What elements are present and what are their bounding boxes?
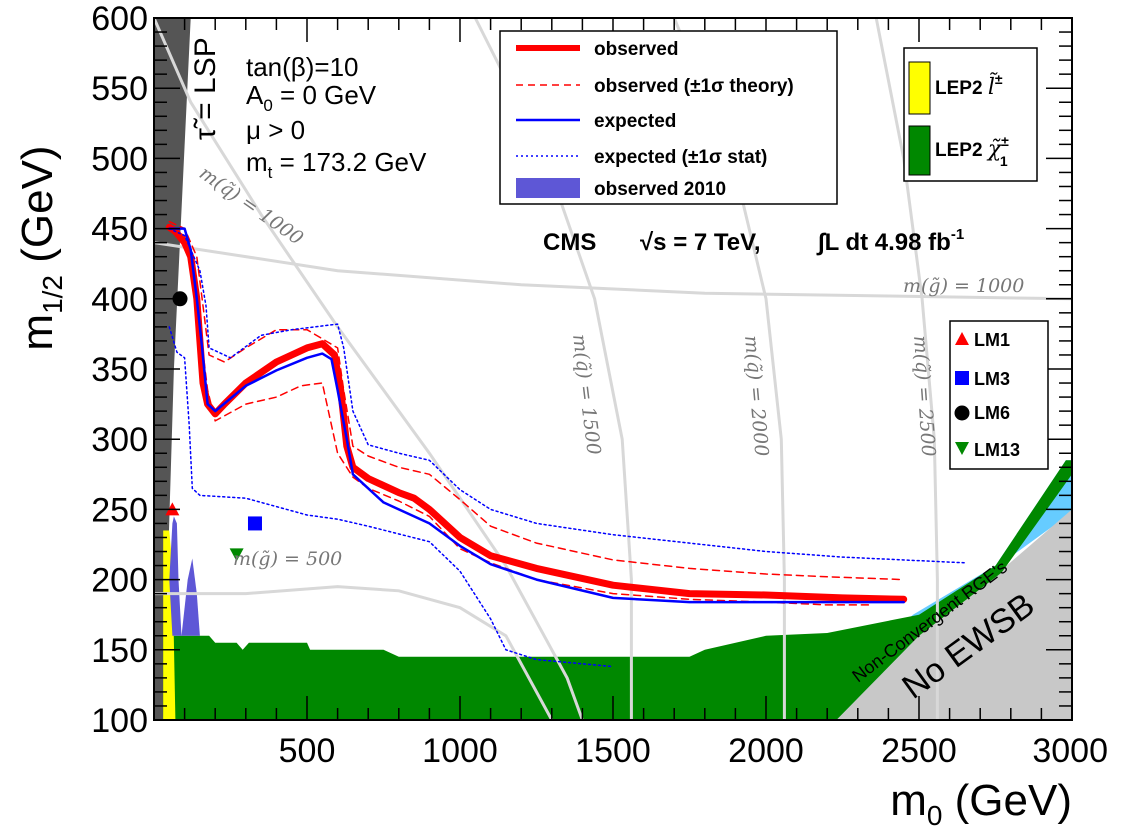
legend-swatch-lep-chargino [908, 125, 931, 176]
region-observed-2010-b [181, 558, 200, 636]
contour-label-gluino-500: m(g̃) = 500 [233, 548, 342, 570]
legend-label-lm1: LM1 [974, 330, 1010, 350]
x-tick-label: 1000 [422, 732, 498, 770]
y-tick-label: 500 [91, 140, 148, 178]
y-tick-label: 600 [91, 0, 148, 38]
benchmark-points-layer [165, 291, 262, 562]
region-lep2-chargino [163, 460, 1072, 720]
curve-3-upper [168, 227, 966, 564]
cms-energy: √s = 7 TeV, [640, 229, 761, 256]
limit-curves-layer [165, 220, 966, 668]
legend-swatch-observed-2010 [516, 178, 580, 198]
y-tick-label: 400 [91, 281, 148, 319]
benchmark-legend-box: LM1 LM3 LM6 LM13 [949, 320, 1049, 470]
y-tick-label: 150 [91, 632, 148, 670]
legend-marker-lm13 [955, 442, 969, 455]
contour-squark-2500 [874, 18, 939, 720]
model-parameters: tan(β)=10 A0 = 0 GeV μ > 0 mt = 173.2 Ge… [246, 52, 427, 182]
benchmark-lm13 [229, 548, 244, 562]
y-axis-title: m1/2 (GeV) [13, 145, 68, 350]
cms-lumi: ∫L dt 4.98 fb-1 [816, 226, 964, 256]
axis-ticks [154, 17, 1073, 721]
y-tick-label: 450 [91, 211, 148, 249]
legend-label-lm3: LM3 [974, 369, 1010, 389]
legend-marker-lm6 [954, 405, 970, 421]
x-axis-title: m0 (GeV) [890, 776, 1072, 831]
curve-2 [168, 227, 905, 604]
y-tick-label: 250 [91, 491, 148, 529]
param-tanbeta: tan(β)=10 [246, 52, 359, 82]
contour-gluino-1000 [154, 241, 1072, 301]
region-no-ewsb [836, 509, 1072, 720]
x-tick-label: 2500 [881, 732, 957, 770]
region-label-stau-lsp: τ̃ = LSP [189, 37, 222, 140]
y-tick-label: 350 [91, 351, 148, 389]
contour-label-squark-2000: m(q̃) = 2000 [740, 335, 772, 458]
lep-legend-box: LEP2 l̃± LEP2 χ̃± 1 [903, 47, 1038, 182]
legend-label-expected-stat: expected (±1σ stat) [594, 147, 767, 168]
contour-label-gluino-1000: m(g̃) = 1000 [903, 275, 1024, 297]
legend-swatch-lep-slepton [908, 61, 931, 115]
param-mu: μ > 0 [246, 115, 305, 145]
legend-label-observed-2010: observed 2010 [594, 179, 726, 200]
axis-tick-labels: 100 150 200 250 300 350 400 450 500 550 600 500 1000… [91, 0, 1108, 770]
x-tick-label: 1500 [575, 732, 651, 770]
legend-label-observed-theory: observed (±1σ theory) [594, 76, 794, 97]
contour-gluino-500 [154, 585, 554, 720]
contour-label-squark-1500: m(q̃) = 1500 [568, 333, 605, 456]
curve-3-lower [168, 326, 614, 668]
y-tick-label: 300 [91, 421, 148, 459]
curve-1-upper [168, 220, 905, 581]
y-tick-label: 550 [91, 70, 148, 108]
param-mt: mt = 173.2 GeV [246, 147, 427, 182]
legend-label-lm13: LM13 [974, 440, 1020, 460]
y-tick-label: 200 [91, 562, 148, 600]
legend-marker-lm3 [955, 371, 969, 385]
x-tick-label: 500 [279, 732, 336, 770]
x-tick-label: 3000 [1032, 732, 1108, 770]
legend-label-expected: expected [594, 111, 676, 132]
benchmark-lm6 [172, 291, 188, 307]
x-tick-label: 2000 [728, 732, 804, 770]
region-observed-2010-a [169, 516, 182, 636]
excluded-regions-layer [154, 18, 1072, 720]
legend-box: observed observed (±1σ theory) expected … [499, 30, 838, 205]
contour-label-squark-2500: m(q̃) = 2500 [909, 335, 939, 458]
y-tick-label: 100 [91, 702, 148, 740]
benchmark-lm3 [247, 516, 262, 531]
legend-label-observed: observed [594, 39, 678, 60]
cms-label: CMS √s = 7 TeV, ∫L dt 4.98 fb-1 [543, 226, 964, 256]
param-a0: A0 = 0 GeV [246, 80, 377, 115]
legend-marker-lm1 [955, 332, 969, 345]
cms-experiment: CMS [543, 229, 596, 256]
x-axis-title-sub: 0 [927, 800, 943, 831]
contour-squark-1000 [154, 18, 584, 720]
legend-label-lm6: LM6 [974, 403, 1010, 423]
